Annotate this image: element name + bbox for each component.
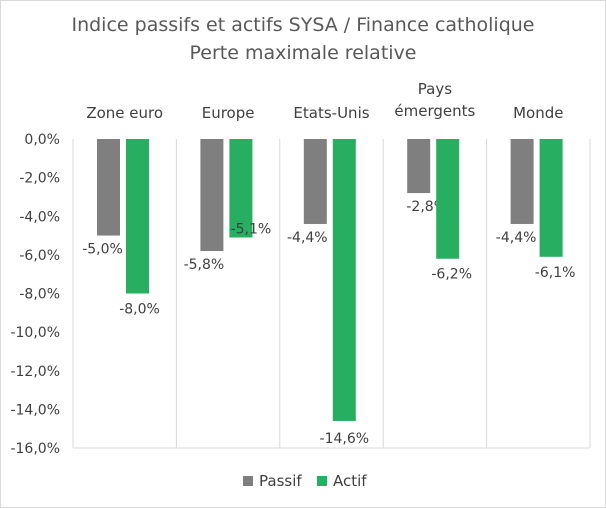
y-tick-label: -12,0% [10, 364, 60, 380]
y-tick-label: -4,0% [19, 209, 60, 225]
data-label: -6,1% [535, 265, 576, 281]
bar-passif [303, 139, 327, 224]
chart-subtitle: Perte maximale relative [189, 42, 417, 64]
legend-label: Passif [259, 472, 302, 490]
category-label: Zone euro [86, 104, 163, 122]
bar-actif [229, 139, 253, 238]
y-tick-label: -2,0% [19, 171, 60, 187]
data-label: -5,0% [82, 242, 123, 258]
category-label: Europe [202, 104, 255, 122]
category-label: Etats-Unis [293, 104, 369, 122]
data-label: -4,4% [287, 230, 328, 246]
bar-actif [126, 139, 149, 294]
bar-passif [200, 139, 224, 252]
bar-passif [510, 139, 534, 224]
data-label: -4,4% [496, 230, 537, 246]
y-tick-label: -16,0% [10, 441, 60, 457]
data-label: -14,6% [320, 431, 370, 447]
bar-actif [436, 139, 460, 259]
bar-actif [539, 139, 563, 257]
y-tick-label: -14,0% [10, 402, 60, 418]
chart-title: Indice passifs et actifs SYSA / Finance … [71, 14, 535, 36]
category-label: Monde [513, 104, 563, 122]
bar-actif [332, 139, 356, 421]
y-tick-label: -8,0% [19, 287, 60, 303]
legend-swatch-actif [317, 476, 327, 486]
category-label: Pays [418, 80, 452, 98]
legend-label: Actif [333, 472, 367, 490]
y-tick-label: -10,0% [10, 325, 60, 341]
data-label: -8,0% [119, 302, 160, 318]
y-tick-label: 0,0% [24, 132, 60, 148]
data-label: -6,2% [431, 267, 472, 283]
legend-swatch-passif [243, 476, 253, 486]
bar-passif [407, 139, 431, 194]
data-label: -5,8% [184, 257, 225, 273]
category-label: émergents [394, 102, 475, 120]
y-tick-label: -6,0% [19, 248, 60, 264]
bar-passif [97, 139, 120, 236]
data-label: -5,1% [231, 221, 272, 237]
